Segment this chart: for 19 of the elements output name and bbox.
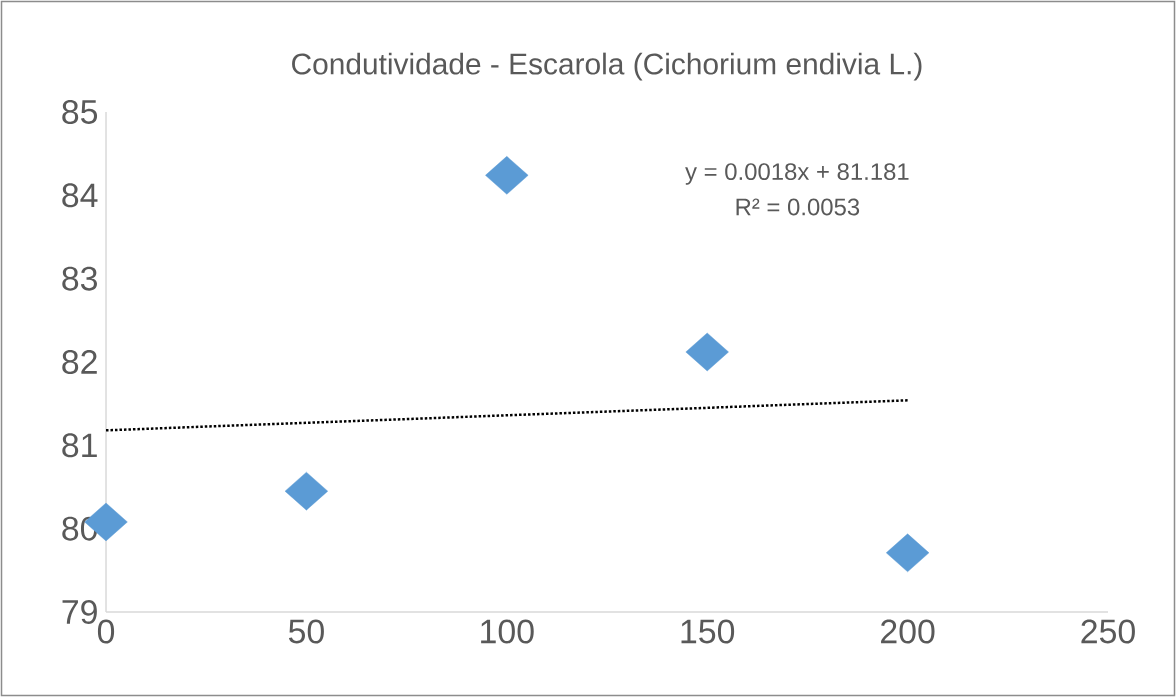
annotation: y = 0.0018x + 81.181 — [685, 163, 909, 185]
y-tick-label: 81 — [62, 433, 97, 458]
y-tick-label: 85 — [62, 99, 98, 124]
y-tick-label: 82 — [62, 349, 97, 374]
y-tick-label: 79 — [62, 599, 97, 624]
x-tick-label: 200 — [881, 619, 935, 644]
point — [886, 533, 930, 573]
x-tick-label: 150 — [681, 619, 735, 644]
x-tick-label: 0 — [97, 619, 115, 644]
point — [485, 156, 529, 195]
chart-title: Condutividade - Escarola (Cichorium endivia L.) — [292, 52, 922, 81]
annotation: R² = 0.0053 — [736, 198, 860, 216]
x-tick-label: 250 — [1081, 619, 1135, 644]
x-tick-label: 50 — [288, 619, 324, 644]
point — [685, 332, 729, 372]
y-tick-label: 83 — [62, 266, 97, 291]
point — [284, 471, 328, 511]
x-tick-label: 100 — [481, 619, 534, 644]
y-tick-label: 84 — [62, 183, 98, 208]
